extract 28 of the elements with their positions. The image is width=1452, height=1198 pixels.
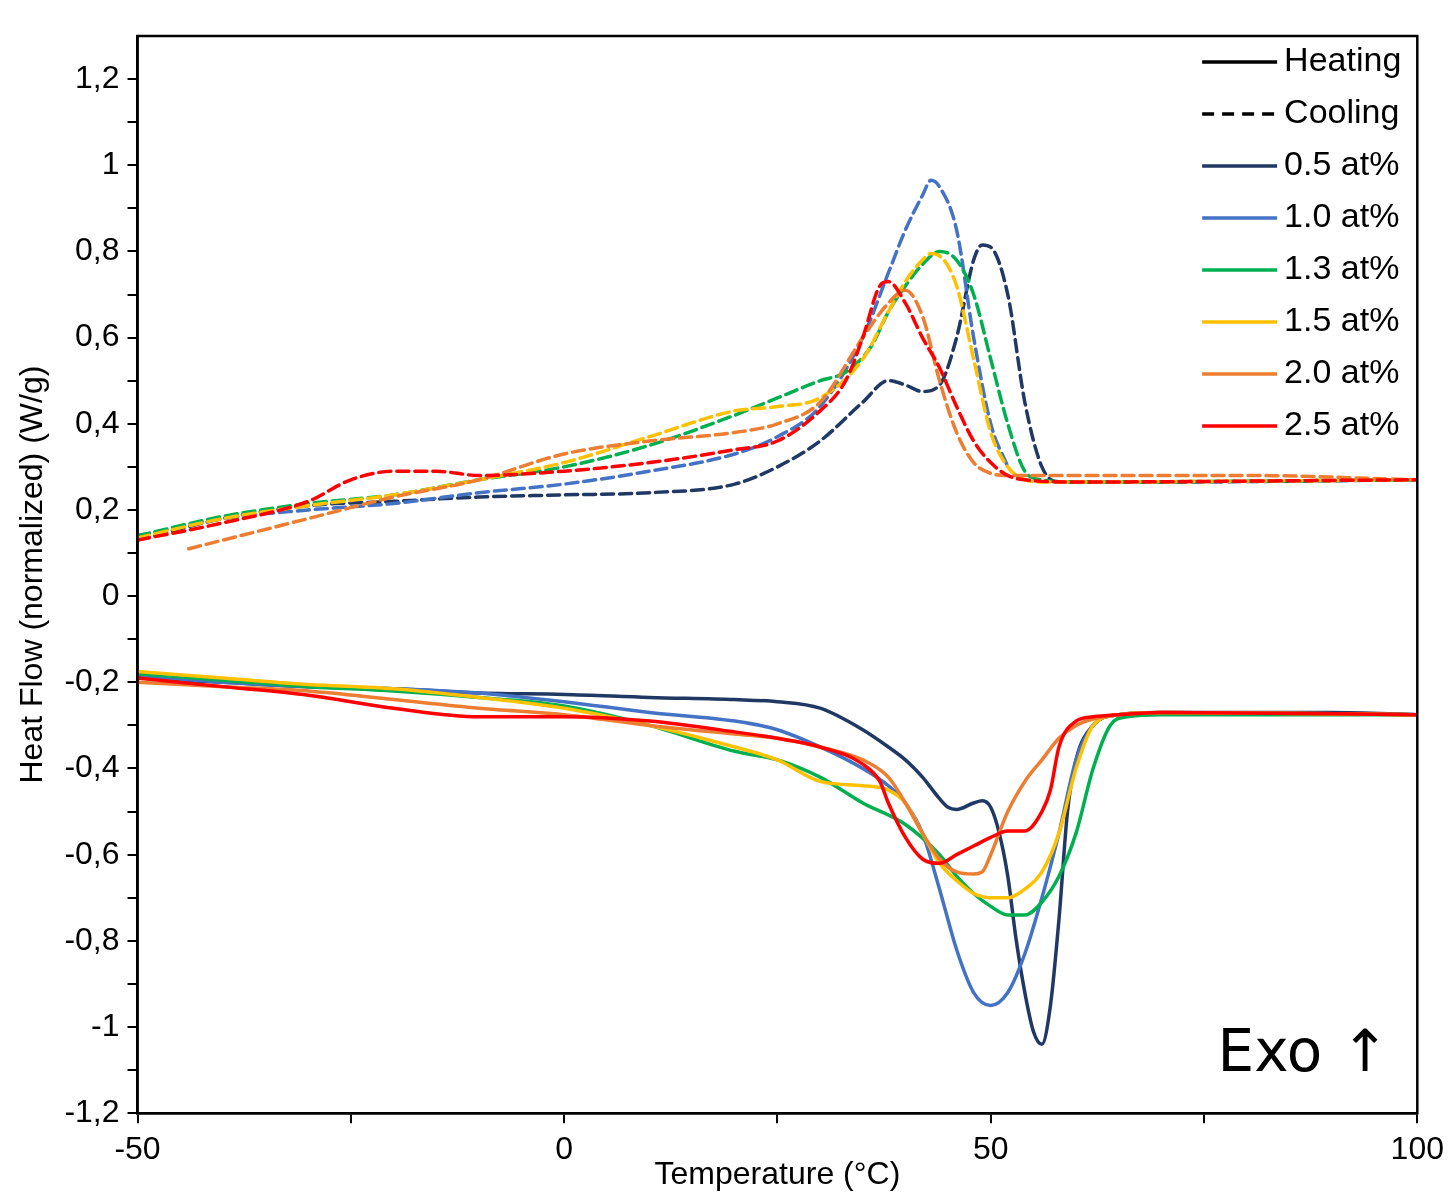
- legend-label: 1.0 at%: [1284, 196, 1400, 235]
- y-tick-label: -0,2: [64, 662, 120, 699]
- y-tick-label: 0,4: [75, 403, 120, 440]
- legend-label: Heating: [1284, 40, 1402, 79]
- legend-label: 2.5 at%: [1284, 404, 1400, 443]
- y-tick-label: -1,2: [64, 1093, 120, 1130]
- x-tick-label: 100: [1390, 1130, 1444, 1167]
- legend-label: 0.5 at%: [1284, 144, 1400, 183]
- annotation: Exo ↑: [1217, 1017, 1390, 1086]
- legend-label: Cooling: [1284, 92, 1400, 131]
- y-tick-label: -0,6: [64, 834, 120, 871]
- y-tick-label: -1: [91, 1006, 120, 1043]
- legend-label: 1.3 at%: [1284, 248, 1400, 287]
- y-tick-label: 0,2: [75, 489, 120, 526]
- y-tick-label: 1,2: [75, 58, 120, 95]
- x-tick-label: 50: [972, 1130, 1009, 1167]
- legend-label: 2.0 at%: [1284, 352, 1400, 391]
- x-tick-label: 0: [555, 1130, 574, 1167]
- y-tick-label: 0,6: [75, 317, 120, 354]
- y-tick-label: 0,8: [75, 231, 120, 268]
- x-axis-title: Temperature (°C): [654, 1154, 901, 1191]
- x-tick-label: -50: [114, 1130, 161, 1167]
- y-axis-title: Heat Flow (normalized) (W/g): [13, 365, 50, 784]
- y-tick-label: -0,4: [64, 748, 120, 785]
- y-tick-label: 0: [101, 575, 120, 612]
- legend-label: 1.5 at%: [1284, 300, 1400, 339]
- y-tick-label: 1: [101, 145, 120, 182]
- y-tick-label: -0,8: [64, 920, 120, 957]
